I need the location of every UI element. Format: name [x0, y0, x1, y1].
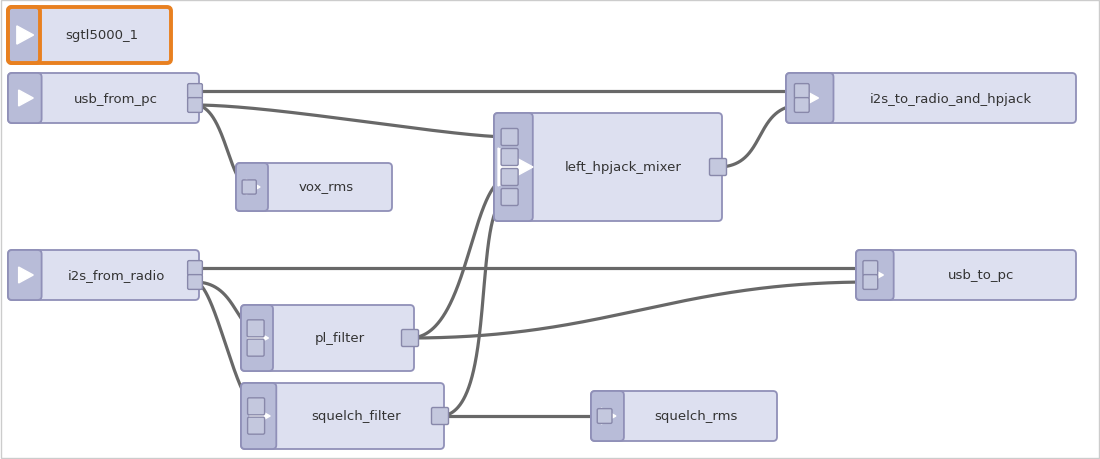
FancyBboxPatch shape [248, 320, 264, 337]
FancyBboxPatch shape [710, 159, 726, 176]
FancyBboxPatch shape [502, 169, 518, 186]
FancyBboxPatch shape [236, 164, 268, 212]
FancyBboxPatch shape [402, 330, 418, 347]
FancyBboxPatch shape [502, 189, 518, 206]
Text: usb_from_pc: usb_from_pc [75, 92, 158, 105]
FancyBboxPatch shape [786, 74, 834, 124]
FancyBboxPatch shape [241, 305, 414, 371]
FancyBboxPatch shape [786, 74, 1076, 124]
FancyBboxPatch shape [494, 114, 722, 222]
FancyBboxPatch shape [241, 305, 273, 371]
FancyBboxPatch shape [8, 251, 42, 300]
Polygon shape [498, 149, 534, 187]
Text: usb_to_pc: usb_to_pc [948, 269, 1014, 282]
FancyBboxPatch shape [236, 164, 392, 212]
FancyBboxPatch shape [864, 261, 878, 276]
Polygon shape [19, 268, 33, 283]
FancyBboxPatch shape [494, 114, 532, 222]
FancyBboxPatch shape [431, 408, 449, 425]
FancyBboxPatch shape [248, 417, 265, 434]
Text: squelch_filter: squelch_filter [311, 409, 402, 423]
Polygon shape [249, 327, 268, 349]
Polygon shape [19, 91, 33, 107]
Polygon shape [246, 180, 260, 195]
Polygon shape [16, 27, 34, 45]
Text: i2s_from_radio: i2s_from_radio [67, 269, 165, 282]
FancyBboxPatch shape [242, 180, 256, 195]
FancyBboxPatch shape [794, 98, 810, 113]
FancyBboxPatch shape [188, 98, 202, 113]
FancyBboxPatch shape [188, 261, 202, 276]
FancyBboxPatch shape [241, 383, 444, 449]
FancyBboxPatch shape [864, 275, 878, 290]
Text: pl_filter: pl_filter [315, 332, 364, 345]
FancyBboxPatch shape [502, 129, 518, 146]
Text: left_hpjack_mixer: left_hpjack_mixer [565, 161, 682, 174]
FancyBboxPatch shape [8, 251, 199, 300]
FancyBboxPatch shape [856, 251, 1076, 300]
FancyBboxPatch shape [8, 8, 40, 64]
Text: vox_rms: vox_rms [298, 181, 353, 194]
FancyBboxPatch shape [597, 409, 612, 424]
FancyBboxPatch shape [188, 84, 202, 99]
FancyBboxPatch shape [8, 8, 170, 64]
FancyBboxPatch shape [794, 84, 810, 99]
FancyBboxPatch shape [591, 391, 624, 441]
Text: i2s_to_radio_and_hpjack: i2s_to_radio_and_hpjack [870, 92, 1032, 105]
FancyBboxPatch shape [502, 149, 518, 166]
Text: squelch_rms: squelch_rms [654, 409, 738, 423]
FancyBboxPatch shape [188, 275, 202, 290]
FancyBboxPatch shape [8, 74, 42, 124]
FancyBboxPatch shape [8, 74, 199, 124]
FancyBboxPatch shape [248, 398, 265, 415]
FancyBboxPatch shape [241, 383, 276, 449]
FancyBboxPatch shape [591, 391, 777, 441]
Text: sgtl5000_1: sgtl5000_1 [65, 29, 139, 42]
FancyBboxPatch shape [248, 339, 264, 356]
Polygon shape [804, 91, 818, 107]
Polygon shape [869, 268, 883, 283]
FancyBboxPatch shape [856, 251, 893, 300]
Polygon shape [250, 405, 271, 427]
Polygon shape [602, 408, 616, 424]
